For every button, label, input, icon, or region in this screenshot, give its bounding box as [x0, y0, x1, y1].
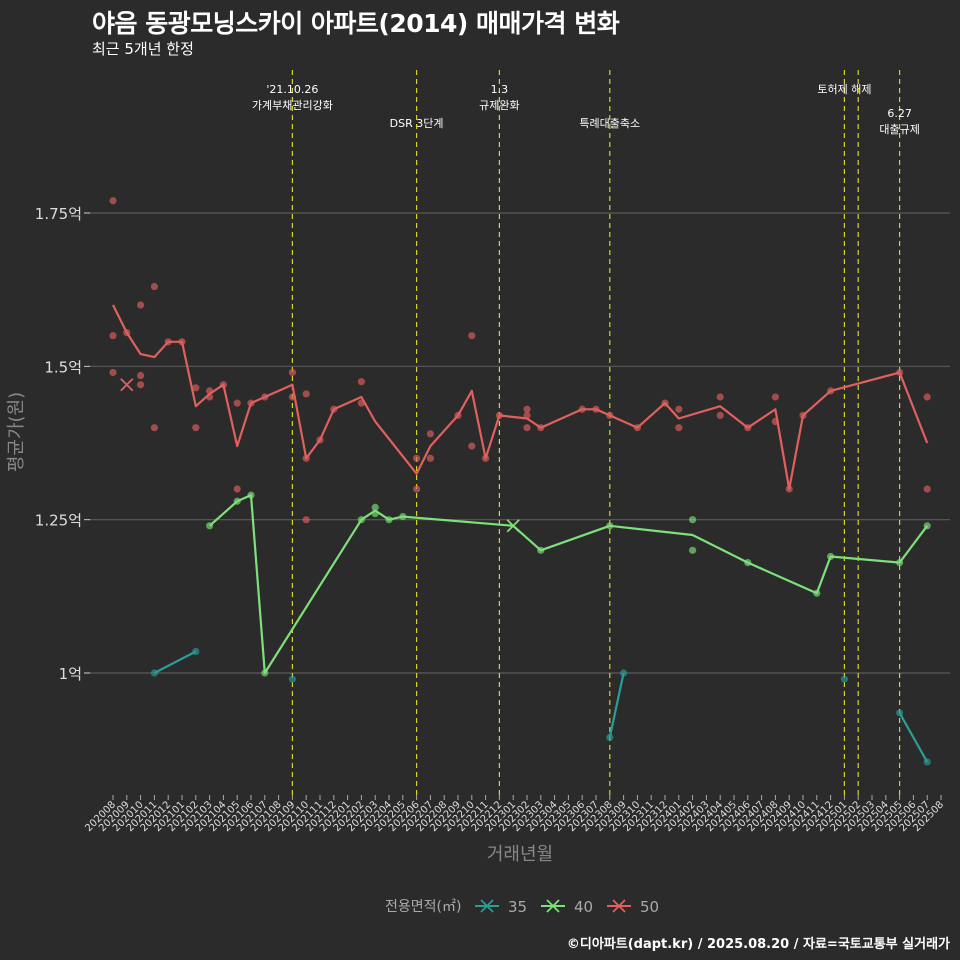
- point-50-22: [302, 390, 310, 398]
- point-50-17: [233, 485, 241, 493]
- point-50-35: [468, 442, 476, 450]
- legend: 전용면적(㎡) 35 40 50: [385, 898, 659, 916]
- y-axis-title: 평균가(원): [6, 392, 27, 472]
- point-40-5: [371, 503, 379, 511]
- point-50-24: [302, 516, 310, 524]
- series-50: [109, 197, 931, 524]
- point-50-16: [233, 399, 241, 407]
- event-label-6-1: 대출규제: [879, 123, 919, 136]
- legend-label-50: 50: [640, 898, 659, 916]
- y-tick-label-2: 1.5억: [44, 358, 82, 376]
- event-label-2-1: 규제완화: [479, 99, 519, 112]
- source-caption: ©디아파트(dapt.kr) / 2025.08.20 / 자료=국토교통부 실…: [566, 937, 950, 952]
- point-50-1: [109, 332, 117, 340]
- line-35-0: [153, 650, 197, 674]
- point-50-40: [523, 424, 531, 432]
- event-label-0-0: '21.10.26: [266, 83, 318, 96]
- point-50-58: [923, 393, 931, 401]
- legend-key-cross-b-35: [480, 899, 494, 913]
- legend-label-35: 35: [508, 898, 527, 916]
- point-50-2: [109, 368, 117, 377]
- point-50-4: [137, 301, 145, 309]
- point-50-47: [675, 405, 683, 413]
- event-label-0-1: 가계부채관리강화: [252, 99, 333, 112]
- point-50-38: [523, 405, 531, 413]
- y-gridlines: [84, 212, 950, 674]
- line-35-2: [898, 712, 929, 763]
- point-50-48: [675, 424, 683, 432]
- point-40-11: [689, 516, 697, 524]
- legend-label-40: 40: [574, 898, 593, 916]
- cross-marker-40-0: [506, 519, 520, 533]
- legend-key-cross-b-40: [546, 899, 560, 913]
- event-label-4-0: 토허제 해제: [817, 82, 871, 96]
- point-50-32: [426, 454, 434, 462]
- point-50-59: [923, 485, 931, 493]
- point-50-8: [150, 424, 158, 432]
- point-50-12: [192, 424, 200, 432]
- legend-title: 전용면적(㎡): [385, 899, 461, 915]
- y-tick-label-1: 1.25억: [35, 512, 82, 530]
- line-35-1: [608, 672, 625, 738]
- point-50-11: [192, 384, 200, 392]
- line-40-0: [208, 494, 929, 675]
- point-50-20: [288, 368, 296, 377]
- point-50-7: [150, 283, 158, 291]
- legend-key-cross-b-50: [612, 899, 626, 913]
- point-50-29: [413, 454, 421, 462]
- point-50-5: [137, 371, 145, 380]
- line-50-0: [112, 304, 929, 491]
- y-tick-label-0: 1억: [59, 665, 82, 683]
- y-tick-label-3: 1.75억: [35, 205, 82, 223]
- point-35-5: [840, 675, 849, 683]
- point-50-31: [426, 430, 434, 438]
- cross-marker-50-0: [120, 378, 134, 392]
- point-50-30: [413, 485, 421, 493]
- point-50-49: [716, 393, 724, 401]
- point-50-34: [468, 332, 476, 340]
- event-label-3-0: 특례대출축소: [579, 117, 640, 130]
- point-50-0: [109, 197, 117, 205]
- series-40: [206, 491, 931, 677]
- chart-title: 야음 동광모닝스카이 아파트(2014) 매매가격 변화: [92, 9, 620, 38]
- event-label-6-0: 6.27: [887, 107, 912, 120]
- point-50-6: [137, 381, 145, 389]
- point-35-2: [288, 675, 296, 683]
- event-label-2-0: 1.3: [491, 83, 509, 96]
- cross-stroke-b: [120, 378, 134, 392]
- series-35: [150, 647, 931, 766]
- cross-stroke-b: [506, 519, 520, 533]
- point-50-50: [716, 411, 724, 419]
- point-50-52: [771, 393, 780, 401]
- chart-subtitle: 최근 5개년 한정: [92, 40, 194, 58]
- event-label-1-0: DSR 3단계: [390, 117, 444, 130]
- x-axis-title: 거래년월: [487, 844, 553, 865]
- point-40-12: [689, 546, 697, 554]
- point-50-27: [357, 378, 365, 386]
